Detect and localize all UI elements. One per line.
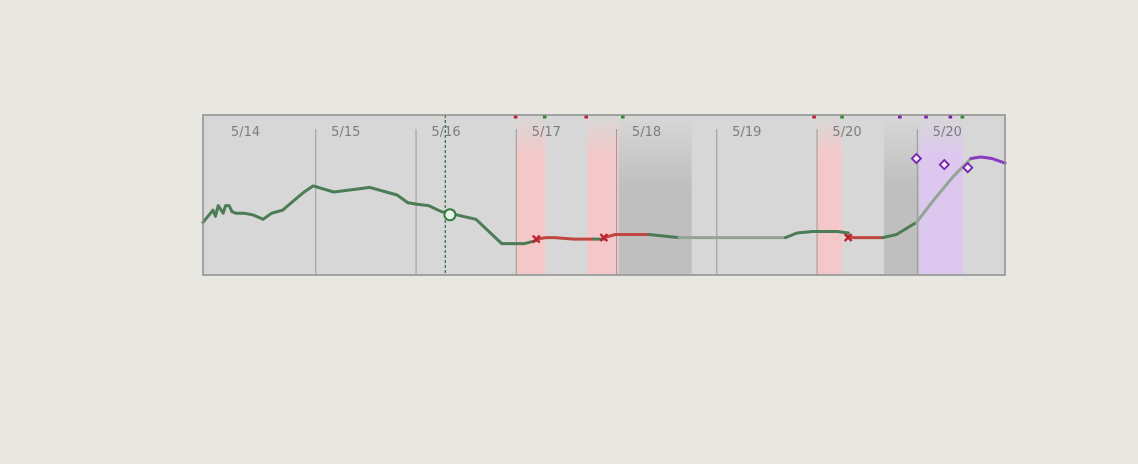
top-tick [812,114,816,119]
x-marker [843,233,853,242]
series-line [534,236,596,241]
x-marker [599,233,609,242]
plot-frame [202,114,1006,276]
series-line [602,233,651,240]
day-tick-label: 5/15 [331,125,360,140]
red-band [587,116,621,274]
series-line [647,233,681,240]
diamond-marker [938,158,951,171]
gray-band [618,116,692,274]
top-tick [840,114,844,119]
series-line [846,234,885,240]
x-marker-stroke [531,234,541,244]
top-tick [584,114,589,119]
purple-band [919,116,964,274]
top-tick [542,114,547,119]
x-marker [531,234,541,244]
x-marker-stroke [843,233,853,242]
gray-band [883,116,920,274]
day-tick-label: 5/20 [832,125,861,140]
day-tick-label: 5/18 [632,125,661,140]
series-line [969,155,1007,165]
day-gridlines [315,129,918,275]
top-tick [513,114,518,119]
day-tick-label: 5/16 [431,125,460,140]
diamond-marker [910,152,923,165]
day-tick-label: 5/17 [532,125,561,140]
day-tick-label: 5/19 [732,125,761,140]
day-tick-labels: 5/14 5/15 5/16 5/17 5/18 5/19 5/20 5/20 [231,125,962,140]
day-tick-label: 5/14 [231,125,260,140]
event-markers [443,152,974,244]
red-band [516,116,546,274]
series-line [784,230,850,240]
top-event-ticks [513,114,965,119]
diamond-marker [961,161,974,174]
circle-marker [443,208,457,222]
day-tick-label: 5/20 [933,125,962,140]
series-line [881,220,918,240]
shaded-bands [516,116,964,274]
top-tick [948,114,953,119]
top-tick [924,114,928,119]
top-tick [960,114,965,119]
x-marker-stroke [599,233,609,242]
top-tick [620,114,625,119]
red-band [817,116,843,274]
top-tick [898,114,902,119]
series-line [914,157,973,224]
